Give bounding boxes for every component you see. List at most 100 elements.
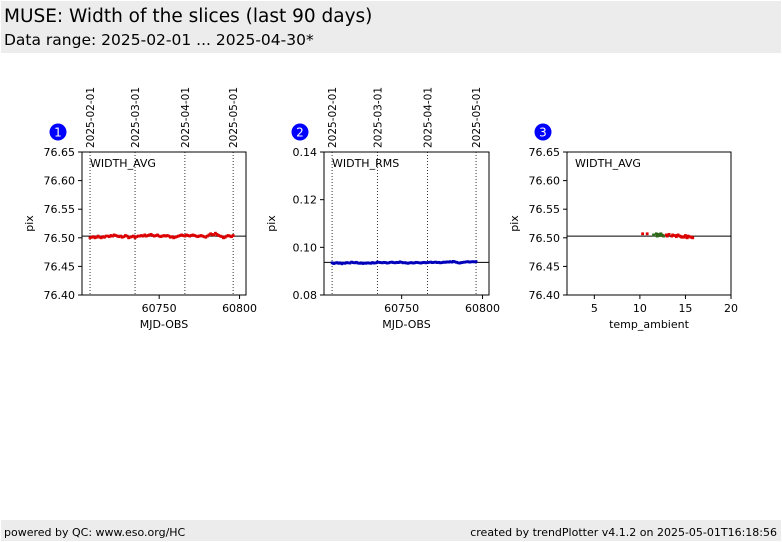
- panel-1-data-point: [222, 236, 225, 240]
- panel-3-data-point: [654, 232, 658, 236]
- panel-2-data-point: [356, 261, 360, 265]
- panel-1-data-point: [96, 234, 100, 238]
- panel-2-data-point: [330, 261, 334, 265]
- panel-1-data-point: [101, 235, 105, 239]
- panel-2-data-point: [439, 261, 442, 265]
- panel-2-data-point: [408, 261, 412, 265]
- panel-2-data-point: [359, 261, 363, 265]
- panel-1-data-point: [98, 235, 102, 239]
- panel-1-data-point: [169, 235, 172, 239]
- panel-2-data-point: [445, 260, 449, 264]
- panel-2-data-point: [442, 260, 446, 264]
- panel-1-data-point: [112, 233, 116, 237]
- panel-2-data-point: [458, 261, 462, 265]
- panel-1-data-point: [181, 234, 185, 237]
- panel-2-data-point: [469, 260, 473, 264]
- panel-1-data-point: [183, 234, 187, 238]
- panel-2-data-point: [464, 260, 468, 264]
- panel-3-y-tick-label: 76.65: [529, 146, 561, 159]
- panel-1-data-point: [135, 235, 139, 239]
- panel-2-data-point: [418, 261, 421, 265]
- panel-3-data-point: [685, 236, 689, 240]
- panel-2-data-point: [335, 261, 339, 264]
- panel-2-data-point: [448, 260, 452, 264]
- panel-1-data-point: [111, 234, 114, 238]
- panel-3-data-point: [675, 234, 679, 237]
- panel-3-x-tick-label: 15: [678, 302, 692, 315]
- panel-2-data-point: [440, 261, 444, 264]
- panel-1-data-point: [206, 234, 209, 238]
- panel-1-data-point: [210, 232, 214, 236]
- panel-1-plot-frame: [81, 151, 247, 296]
- panel-3-data-point: [658, 234, 662, 237]
- panel-1-y-axis-label: pix: [23, 215, 36, 232]
- panel-1-data-point: [225, 234, 229, 238]
- panel-2-number-badge: [291, 123, 309, 141]
- panel-1-data-point: [156, 233, 159, 237]
- panel-1-data-point: [128, 235, 132, 239]
- panel-2-data-point: [453, 260, 457, 264]
- panel-2-data-point: [358, 261, 361, 265]
- panel-3-data-point: [673, 234, 676, 237]
- panel-2-data-point: [405, 261, 408, 265]
- panel-1-data-point: [204, 235, 208, 239]
- panel-2-data-point: [474, 260, 478, 264]
- panel-1-data-point: [220, 235, 224, 239]
- panel-3-y-axis-label: pix: [508, 215, 521, 232]
- panel-2-data-point: [443, 260, 447, 264]
- panel-1-data-point: [230, 235, 233, 239]
- panel-1-data-point: [93, 236, 97, 240]
- panel-2-data-point: [452, 259, 455, 263]
- panel-3-data-point: [641, 232, 645, 236]
- panel-2-data-point: [392, 261, 395, 264]
- panel-3-x-axis-label: temp_ambient: [609, 318, 690, 331]
- panel-3-data-point: [684, 234, 687, 237]
- panel-1-data-point: [159, 235, 163, 239]
- footer-powered-by: powered by QC: www.eso.org/HC: [4, 526, 186, 539]
- panel-1-data-point: [217, 234, 221, 237]
- panel-1-data-point: [194, 234, 198, 238]
- panel-2-data-point: [333, 261, 337, 265]
- panel-1-data-point: [196, 235, 200, 239]
- panel-3-number-label: 3: [539, 126, 547, 140]
- panel-1-data-point: [193, 234, 196, 237]
- panel-1-data-point: [91, 235, 95, 239]
- panel-2-data-point: [397, 261, 400, 264]
- panel-1-data-point: [120, 235, 124, 239]
- panel-3-data-point: [655, 234, 659, 238]
- panel-2-date-marker-label: 2025-02-01: [327, 87, 339, 148]
- panel-2-y-tick-label: 0.14: [293, 146, 318, 159]
- panel-1-x-tick-label: 60750: [142, 302, 177, 315]
- panel-1-data-point: [132, 234, 135, 238]
- panel-1-data-point: [143, 233, 147, 237]
- panel-2-data-point: [468, 260, 471, 264]
- panel-2-inner-label: WIDTH_RMS: [332, 157, 399, 170]
- panel-3-y-tick-label: 76.45: [529, 260, 561, 273]
- panel-2-data-point: [340, 262, 344, 266]
- panel-2-y-tick-label: 0.12: [293, 194, 318, 207]
- panel-1-data-point: [209, 232, 213, 236]
- panel-1-data-point: [140, 234, 143, 237]
- panel-1-date-marker-label: 2025-03-01: [130, 87, 142, 148]
- panel-1-data-point: [164, 234, 168, 238]
- panel-1-data-point: [212, 233, 216, 237]
- panel-2-data-point: [384, 261, 387, 264]
- panel-2-data-point: [364, 261, 368, 265]
- panel-2-data-point: [342, 261, 345, 265]
- panel-1-y-tick-label: 76.55: [44, 203, 76, 216]
- panel-1-y-tick-label: 76.60: [44, 175, 76, 188]
- panel-3-y-tick-label: 76.55: [529, 203, 561, 216]
- panel-1-data-point: [148, 233, 151, 237]
- panel-2-data-point: [374, 261, 378, 265]
- panel-2-data-point: [390, 260, 394, 264]
- panel-3-x-tick-label: 20: [724, 302, 738, 315]
- panel-2-data-point: [421, 261, 425, 264]
- panel-2-data-point: [422, 260, 426, 264]
- panel-2-data-point: [348, 261, 352, 265]
- panel-2-data-point: [473, 260, 476, 264]
- panel-1-data-point: [133, 236, 137, 240]
- panel-2-y-tick-label: 0.10: [293, 241, 318, 254]
- panel-2-data-point: [343, 261, 347, 265]
- panel-2-data-point: [435, 261, 439, 264]
- panel-1-x-tick-label: 60800: [222, 302, 257, 315]
